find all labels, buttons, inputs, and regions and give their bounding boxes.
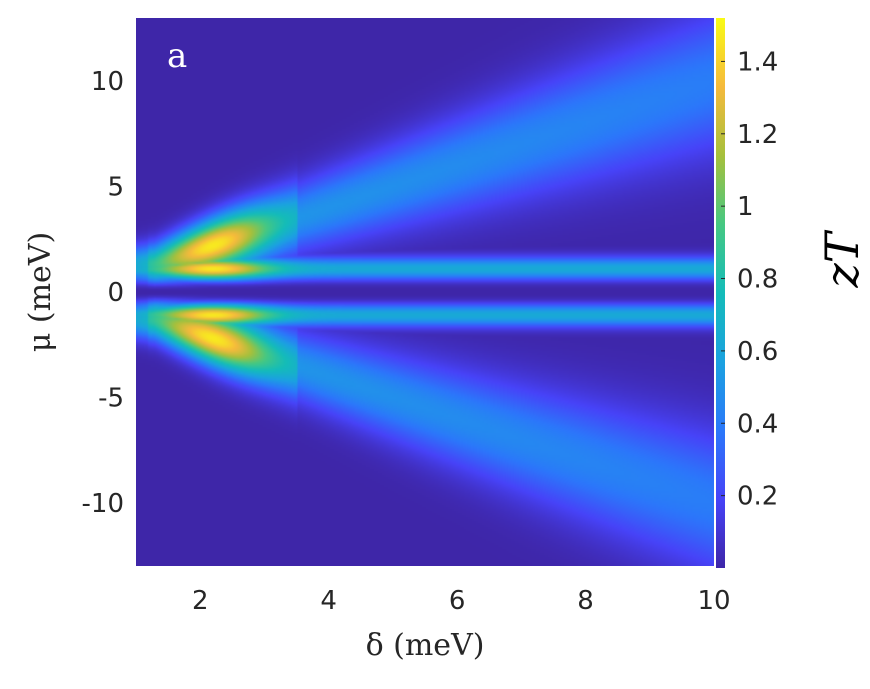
colorbar-ticks: 1.4 1.2 1 0.8 0.6 0.4 0.2	[721, 47, 778, 512]
x-tick-label: 10	[697, 586, 730, 616]
colorbar-tick-label: 0.4	[737, 409, 778, 439]
plot-area	[136, 18, 714, 566]
colorbar-gradient	[716, 18, 725, 568]
x-tick-label: 2	[192, 586, 209, 616]
x-tick-label: 8	[577, 586, 594, 616]
x-tick-label: 4	[320, 586, 337, 616]
colorbar-label: zT	[815, 229, 869, 288]
colorbar-tick-label: 1.2	[737, 120, 778, 150]
colorbar-tick-label: 0.6	[737, 337, 778, 367]
y-tick-label: 0	[107, 278, 124, 308]
panel-label: a	[167, 36, 187, 76]
colorbar: 1.4 1.2 1 0.8 0.6 0.4 0.2	[716, 18, 778, 568]
x-axis-ticks: 2 4 6 8 10	[192, 586, 731, 616]
y-tick-label: 5	[107, 173, 124, 203]
y-axis-ticks: 10 5 0 -5 -10	[82, 67, 124, 519]
y-tick-label: 10	[91, 67, 124, 97]
colorbar-tick-label: 0.2	[737, 482, 778, 512]
colorbar-tick-label: 1.4	[737, 47, 778, 77]
y-tick-label: -10	[82, 489, 124, 519]
heatmap-image	[136, 18, 714, 566]
x-axis-label: δ (meV)	[366, 628, 485, 663]
colorbar-tick-label: 1	[737, 192, 754, 222]
y-axis-label: μ (meV)	[23, 232, 58, 352]
y-tick-label: -5	[98, 383, 124, 413]
colorbar-tick-label: 0.8	[737, 265, 778, 295]
x-tick-label: 6	[449, 586, 466, 616]
